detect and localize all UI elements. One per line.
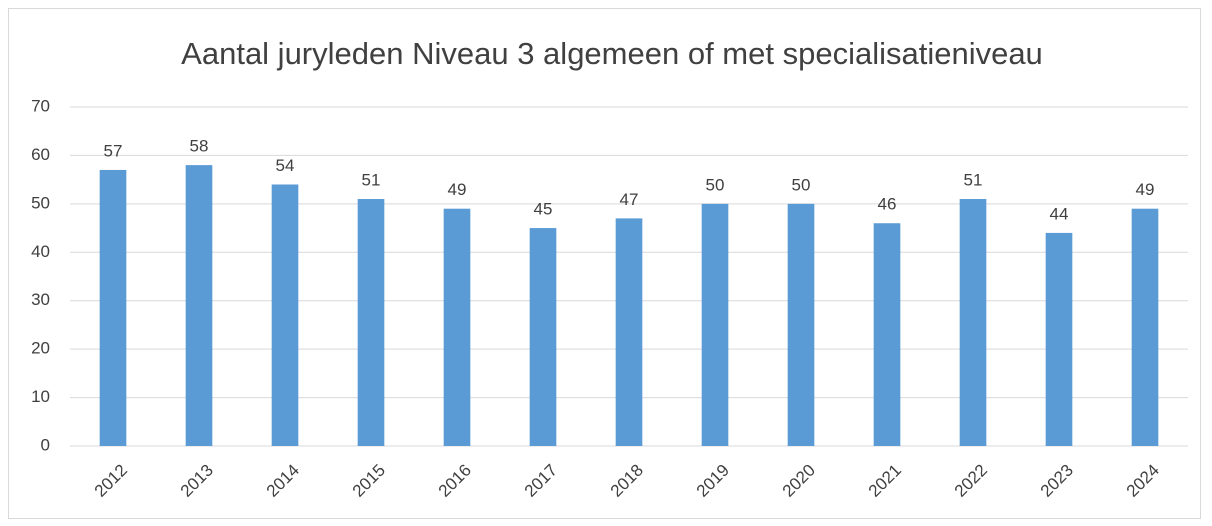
y-tick-label: 40 — [31, 242, 50, 261]
y-tick-label: 60 — [31, 145, 50, 164]
data-label: 58 — [190, 137, 209, 156]
data-label: 57 — [104, 141, 123, 160]
bar — [959, 199, 987, 446]
bar — [787, 203, 815, 446]
y-tick-label: 30 — [31, 290, 50, 309]
data-label: 51 — [362, 170, 381, 189]
data-label: 51 — [964, 170, 983, 189]
bar — [357, 199, 385, 446]
bar — [529, 228, 557, 446]
bar — [99, 169, 127, 446]
data-label: 44 — [1050, 204, 1069, 223]
y-tick-label: 70 — [31, 96, 50, 115]
bar — [271, 184, 299, 446]
bar — [1045, 232, 1073, 446]
bar — [873, 223, 901, 446]
y-tick-label: 10 — [31, 387, 50, 406]
bar — [1131, 208, 1159, 446]
data-label: 45 — [534, 200, 553, 219]
bar — [701, 203, 729, 446]
bar — [615, 218, 643, 446]
data-label: 49 — [1136, 180, 1155, 199]
data-label: 54 — [276, 156, 295, 175]
data-label: 50 — [706, 175, 725, 194]
y-tick-label: 0 — [41, 435, 50, 454]
y-tick-label: 20 — [31, 339, 50, 358]
data-label: 46 — [878, 195, 897, 214]
data-label: 50 — [792, 175, 811, 194]
data-label: 49 — [448, 180, 467, 199]
chart-title: Aantal juryleden Niveau 3 algemeen of me… — [181, 36, 1043, 71]
y-tick-label: 50 — [31, 193, 50, 212]
bar — [185, 165, 213, 446]
data-label: 47 — [620, 190, 639, 209]
bar — [443, 208, 471, 446]
